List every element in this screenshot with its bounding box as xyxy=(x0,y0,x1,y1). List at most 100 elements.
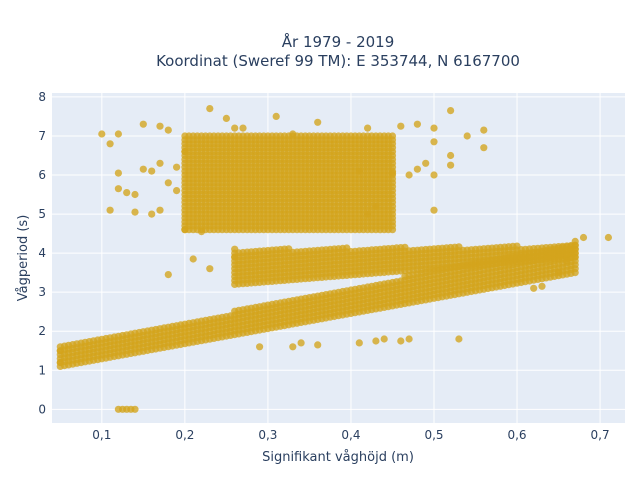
data-point xyxy=(314,341,322,349)
y-tick-label: 7 xyxy=(38,129,46,143)
data-point xyxy=(413,165,421,173)
data-point xyxy=(455,335,463,343)
data-point xyxy=(56,347,64,355)
y-tick-label: 8 xyxy=(38,90,46,104)
data-point xyxy=(372,337,380,345)
data-point xyxy=(604,233,613,242)
y-axis-title: Vågperiod (s) xyxy=(16,215,31,302)
data-point xyxy=(148,210,156,218)
data-point xyxy=(422,159,430,167)
data-point xyxy=(579,233,588,242)
data-point xyxy=(447,161,455,169)
data-point xyxy=(173,163,181,171)
data-point xyxy=(388,132,397,140)
data-point xyxy=(173,187,181,195)
data-point xyxy=(139,165,147,173)
data-point xyxy=(571,241,579,249)
data-point xyxy=(463,132,471,140)
data-point xyxy=(156,206,164,214)
chart-title-line-2: Koordinat (Sweref 99 TM): E 353744, N 61… xyxy=(156,52,520,70)
x-tick-label: 0,4 xyxy=(341,428,360,442)
data-point xyxy=(538,282,546,290)
y-tick-label: 0 xyxy=(38,402,46,416)
y-tick-label: 4 xyxy=(38,246,46,260)
data-point xyxy=(530,284,538,292)
data-point xyxy=(297,339,305,347)
data-point xyxy=(131,405,139,413)
data-point xyxy=(563,257,571,265)
data-point xyxy=(148,167,156,175)
data-point xyxy=(272,112,280,120)
y-axis-ticks: 0 1 2 3 4 5 6 7 8 xyxy=(38,90,46,416)
data-point xyxy=(430,138,438,146)
data-point xyxy=(388,169,397,177)
data-point xyxy=(156,122,164,130)
data-point xyxy=(106,140,114,148)
data-point xyxy=(206,265,214,273)
data-point xyxy=(405,171,413,179)
data-point xyxy=(164,126,172,134)
x-tick-label: 0,6 xyxy=(507,428,526,442)
data-point xyxy=(430,171,438,179)
data-point xyxy=(256,343,264,351)
data-point xyxy=(397,337,405,345)
data-point xyxy=(430,206,438,214)
data-point xyxy=(405,335,413,343)
data-point xyxy=(372,202,380,210)
x-tick-label: 0,7 xyxy=(591,428,610,442)
data-point xyxy=(164,271,172,279)
data-point xyxy=(314,118,322,126)
data-point xyxy=(289,343,297,351)
data-point xyxy=(156,159,164,167)
data-point xyxy=(197,228,206,236)
data-point xyxy=(239,124,247,132)
data-point xyxy=(123,189,131,197)
x-tick-label: 0,2 xyxy=(175,428,194,442)
y-tick-label: 5 xyxy=(38,207,46,221)
data-point xyxy=(397,122,405,130)
x-axis-title: Signifikant våghöjd (m) xyxy=(262,450,414,465)
data-point xyxy=(114,185,122,193)
data-point xyxy=(364,124,372,132)
x-tick-label: 0,5 xyxy=(424,428,443,442)
data-points xyxy=(56,105,613,413)
data-point xyxy=(189,255,197,263)
y-tick-label: 2 xyxy=(38,324,46,338)
y-tick-label: 6 xyxy=(38,168,46,182)
data-point xyxy=(56,358,64,367)
data-point xyxy=(447,107,455,115)
data-point xyxy=(131,190,139,199)
data-point xyxy=(480,144,488,152)
data-point xyxy=(355,167,363,175)
data-point xyxy=(181,226,189,234)
data-point xyxy=(413,120,421,128)
data-point xyxy=(106,206,114,214)
data-point xyxy=(447,151,455,160)
data-point xyxy=(364,210,372,218)
y-tick-label: 1 xyxy=(38,363,46,377)
data-point xyxy=(114,130,122,138)
data-point xyxy=(206,105,214,113)
x-tick-label: 0,3 xyxy=(258,428,277,442)
data-point xyxy=(289,130,297,138)
data-point xyxy=(114,169,122,177)
data-point xyxy=(131,208,139,216)
data-point xyxy=(139,120,147,128)
chart-title-line-1: År 1979 - 2019 xyxy=(282,32,395,51)
y-tick-label: 3 xyxy=(38,285,46,299)
data-point xyxy=(181,148,189,156)
data-point xyxy=(555,269,563,277)
data-point xyxy=(231,253,239,261)
data-point xyxy=(98,130,106,138)
data-point xyxy=(430,124,438,132)
data-point xyxy=(480,126,488,134)
data-point xyxy=(222,114,230,122)
data-point xyxy=(380,335,388,343)
data-point xyxy=(355,339,363,347)
data-point xyxy=(164,179,172,187)
x-tick-label: 0,1 xyxy=(92,428,111,442)
x-axis-ticks: 0,1 0,2 0,3 0,4 0,5 0,6 0,7 xyxy=(92,428,609,442)
data-point xyxy=(231,124,239,132)
